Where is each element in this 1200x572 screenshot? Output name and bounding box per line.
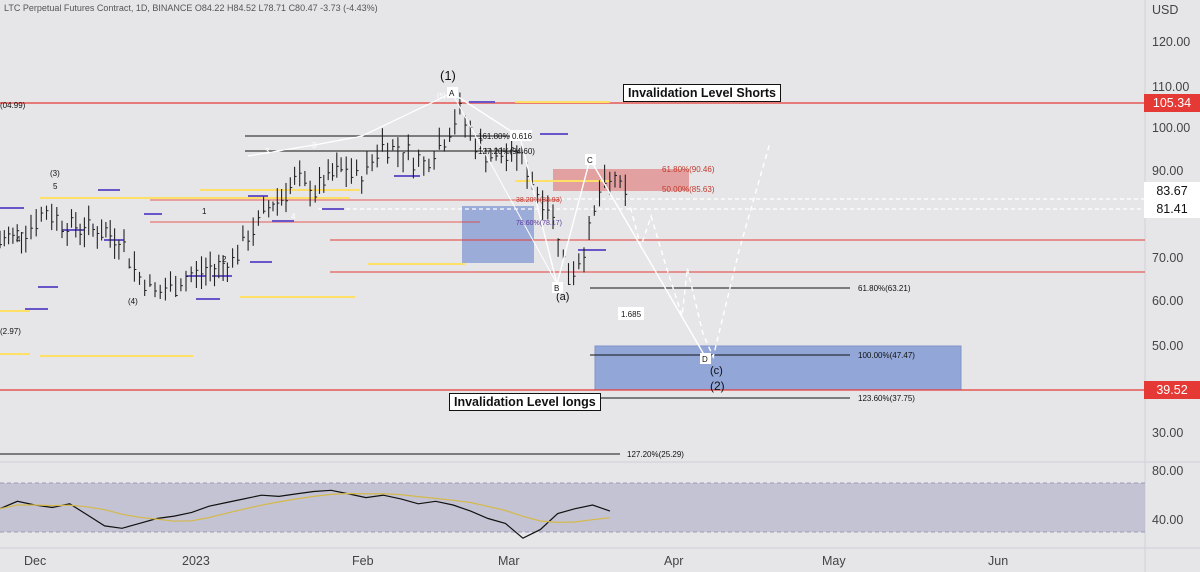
fib-100-label: 100.00%(47.47) (858, 351, 915, 360)
label-2: 2 (222, 255, 227, 264)
price-badge-current: 83.67 (1144, 182, 1200, 200)
legend-open: O84.22 (194, 3, 225, 13)
legend-low: L78.71 (258, 3, 287, 13)
svg-text:Dec: Dec (24, 554, 46, 568)
label-4-mid: 4 (291, 212, 296, 221)
svg-text:110.00: 110.00 (1152, 80, 1189, 94)
price-axis-ticks: USD 120.00 110.00 100.00 90.00 70.00 60.… (1152, 3, 1190, 440)
label-3-mid: 3 (265, 147, 270, 156)
label-5-top: (5) (437, 93, 446, 100)
svg-text:2023: 2023 (182, 554, 210, 568)
abcd-diagonal (451, 92, 558, 285)
svg-text:90.00: 90.00 (1152, 164, 1183, 178)
svg-text:40.00: 40.00 (1152, 513, 1183, 527)
svg-text:0.616: 0.616 (512, 132, 533, 141)
price-badge-current-2: 81.41 (1144, 200, 1200, 218)
svg-text:70.00: 70.00 (1152, 251, 1183, 265)
svg-text:50.00: 50.00 (1152, 339, 1183, 353)
svg-text:May: May (822, 554, 846, 568)
svg-text:D: D (702, 355, 708, 364)
rsi-ma-line (0, 492, 611, 524)
price-bars (0, 92, 628, 301)
ratio-1685: 1.685 (618, 307, 644, 320)
label-4-low: (4) (128, 297, 138, 306)
svg-text:120.00: 120.00 (1152, 35, 1190, 49)
label-3: (3) (50, 169, 60, 178)
svg-text:80.00: 80.00 (1152, 464, 1183, 478)
fib-1236-label: 123.60%(37.75) (858, 394, 915, 403)
red-zone (553, 169, 689, 191)
price-badge-low: 39.52 (1144, 381, 1200, 399)
rsi-line (0, 489, 611, 539)
invalidation-longs-label: Invalidation Level longs (449, 393, 601, 411)
projection-path (629, 142, 771, 360)
svg-text:100.00: 100.00 (1152, 121, 1190, 135)
svg-text:Jun: Jun (988, 554, 1008, 568)
ratio-0616: 0.616 (510, 130, 533, 141)
chart-background (0, 0, 1145, 548)
rsi-axis-ticks: 80.00 40.00 (1152, 464, 1183, 527)
wave-a-label: (a) (556, 291, 569, 303)
fib-1272-label: 127.20%(25.29) (627, 450, 684, 459)
label-5: 5 (53, 182, 58, 191)
svg-text:C: C (587, 156, 593, 165)
svg-text:60.00: 60.00 (1152, 294, 1183, 308)
chart-legend: LTC Perpetual Futures Contract, 1D, BINA… (4, 3, 378, 13)
point-D: D (700, 353, 711, 364)
legend-symbol: LTC Perpetual Futures Contract, 1D, BINA… (4, 3, 193, 13)
fib-1272a-label: 127.20%(94.60) (478, 147, 535, 156)
invalidation-shorts-label: Invalidation Level Shorts (623, 84, 781, 102)
legend-change: -3.73 (-4.43%) (320, 3, 378, 13)
fib-1618-label: 161.80% (478, 132, 510, 141)
left-value-1: (04.99) (0, 101, 26, 110)
point-B: B (552, 282, 563, 293)
svg-text:USD: USD (1152, 3, 1178, 17)
wave-1-label: (1) (440, 68, 456, 83)
blue-zone-target (594, 345, 962, 391)
blue-zone-mid (462, 206, 534, 263)
legend-high: H84.52 (226, 3, 256, 13)
time-axis-labels: Dec 2023 Feb Mar Apr May Jun (24, 554, 1008, 568)
label-1: 1 (202, 207, 207, 216)
label-4-left: 4 (16, 235, 21, 244)
fib-618-low-label: 61.80%(63.21) (858, 284, 911, 293)
left-value-2: (2.97) (0, 327, 21, 336)
svg-text:Apr: Apr (664, 554, 683, 568)
point-C: C (585, 154, 596, 165)
svg-text:A: A (449, 89, 455, 98)
wave-lines (247, 92, 453, 157)
fib-382-label: 38.20%(83.93) (516, 197, 562, 204)
wave-c-label: (c) (710, 365, 723, 377)
rsi-band (0, 483, 1145, 532)
svg-text:30.00: 30.00 (1152, 426, 1183, 440)
price-badge-top: 105.34 (1144, 94, 1200, 112)
label-3-mid2: 3 (312, 141, 317, 150)
yellow-levels (0, 101, 610, 357)
point-A: A (447, 87, 458, 98)
fib-500-top-label: 50.00%(85.63) (662, 185, 715, 194)
svg-text:Feb: Feb (352, 554, 374, 568)
legend-close: C80.47 (288, 3, 318, 13)
fib-618-top-label: 61.80%(90.46) (662, 165, 715, 174)
svg-text:Mar: Mar (498, 554, 520, 568)
wave-2-label: (2) (710, 379, 725, 393)
svg-text:B: B (554, 284, 559, 293)
svg-text:1.685: 1.685 (621, 310, 642, 319)
fib-786-label: 78.60%(78.17) (516, 220, 562, 227)
